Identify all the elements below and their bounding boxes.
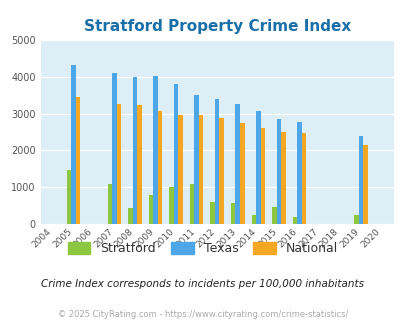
- Bar: [149, 195, 153, 224]
- Bar: [235, 104, 239, 224]
- Bar: [66, 170, 71, 224]
- Legend: Stratford, Texas, National: Stratford, Texas, National: [63, 237, 342, 260]
- Text: © 2025 CityRating.com - https://www.cityrating.com/crime-statistics/: © 2025 CityRating.com - https://www.city…: [58, 310, 347, 319]
- Bar: [198, 115, 203, 224]
- Bar: [214, 99, 219, 224]
- Text: Crime Index corresponds to incidents per 100,000 inhabitants: Crime Index corresponds to incidents per…: [41, 279, 364, 289]
- Bar: [153, 76, 158, 224]
- Bar: [301, 133, 305, 224]
- Bar: [251, 215, 256, 224]
- Bar: [271, 207, 276, 224]
- Bar: [353, 215, 358, 224]
- Bar: [132, 77, 137, 224]
- Bar: [158, 111, 162, 224]
- Title: Stratford Property Crime Index: Stratford Property Crime Index: [83, 19, 350, 34]
- Bar: [173, 84, 178, 224]
- Bar: [107, 184, 112, 224]
- Bar: [219, 117, 224, 224]
- Bar: [276, 119, 280, 224]
- Bar: [71, 65, 75, 224]
- Bar: [230, 203, 235, 224]
- Bar: [117, 104, 121, 224]
- Bar: [239, 123, 244, 224]
- Bar: [296, 122, 301, 224]
- Bar: [292, 217, 296, 224]
- Bar: [169, 187, 173, 224]
- Bar: [260, 128, 264, 224]
- Bar: [128, 208, 132, 224]
- Bar: [210, 202, 214, 224]
- Bar: [362, 145, 367, 224]
- Bar: [358, 136, 362, 224]
- Bar: [280, 132, 285, 224]
- Bar: [256, 111, 260, 224]
- Bar: [137, 105, 141, 224]
- Bar: [75, 97, 80, 224]
- Bar: [178, 115, 183, 224]
- Bar: [112, 73, 117, 224]
- Bar: [194, 95, 198, 224]
- Bar: [190, 184, 194, 224]
